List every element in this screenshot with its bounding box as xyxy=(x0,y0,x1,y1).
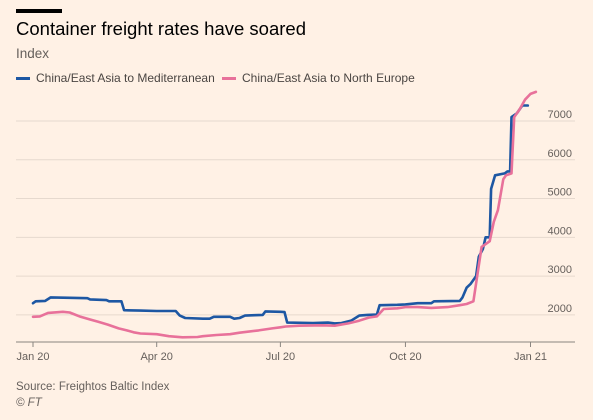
series-line-north-europe xyxy=(31,90,538,339)
legend-item-north-europe: China/East Asia to North Europe xyxy=(222,71,415,85)
y-tick-label-7000: 7000 xyxy=(548,109,572,121)
chart-subtitle: Index xyxy=(16,46,50,61)
legend-item-mediterranean: China/East Asia to Mediterranean xyxy=(16,71,215,85)
y-tick-label-2000: 2000 xyxy=(548,303,572,315)
series-line-mediterranean xyxy=(31,104,530,325)
x-tick-label-jan-20: Jan 20 xyxy=(16,351,49,363)
ft-brand-bar xyxy=(16,9,62,13)
legend-swatch-north-europe xyxy=(222,76,236,80)
y-tick-label-6000: 6000 xyxy=(548,148,572,160)
x-tick-label-oct-20: Oct 20 xyxy=(389,351,421,363)
x-tick-label-jul-20: Jul 20 xyxy=(266,351,295,363)
legend-label-mediterranean: China/East Asia to Mediterranean xyxy=(36,71,215,85)
y-tick-label-4000: 4000 xyxy=(548,225,572,237)
legend-label-north-europe: China/East Asia to North Europe xyxy=(242,71,415,85)
legend-swatch-mediterranean xyxy=(16,76,30,80)
y-tick-label-3000: 3000 xyxy=(548,264,572,276)
source-note: Source: Freightos Baltic Index xyxy=(16,381,170,393)
y-tick-label-5000: 5000 xyxy=(548,187,572,199)
x-tick-label-apr-20: Apr 20 xyxy=(140,351,172,363)
chart-title: Container freight rates have soared xyxy=(16,18,307,39)
x-tick-label-jan-21: Jan 21 xyxy=(514,351,547,363)
credit-note: © FT xyxy=(16,397,42,409)
